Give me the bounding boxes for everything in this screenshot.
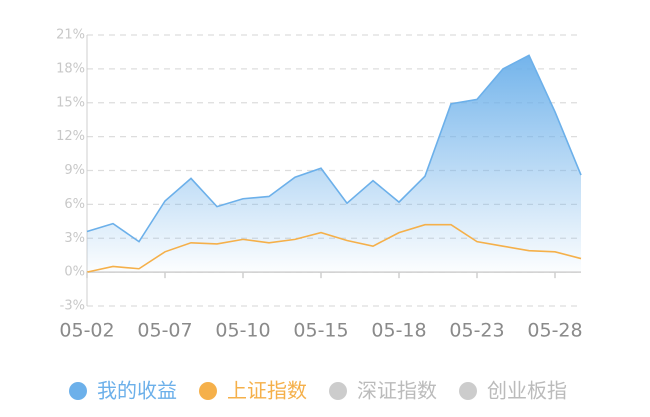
legend-marker — [459, 382, 477, 400]
x-tick-label: 05-18 — [371, 320, 426, 342]
x-tick-label: 05-23 — [449, 320, 504, 342]
legend-label: 我的收益 — [97, 379, 177, 403]
legend-marker — [69, 382, 87, 400]
x-tick-label: 05-07 — [137, 320, 192, 342]
legend-marker — [329, 382, 347, 400]
legend-label: 深证指数 — [357, 379, 437, 403]
legend-marker — [199, 382, 217, 400]
legend-label: 创业板指 — [487, 379, 567, 403]
y-tick-label: 15% — [56, 95, 85, 110]
y-tick-label: 3% — [64, 231, 85, 246]
area — [87, 55, 581, 273]
x-tick-label: 05-28 — [527, 320, 582, 342]
y-tick-label: -3% — [60, 299, 85, 314]
y-tick-label: 18% — [56, 61, 85, 76]
y-tick-label: 0% — [64, 265, 85, 280]
x-tick-label: 05-02 — [59, 320, 114, 342]
y-tick-label: 9% — [64, 163, 85, 178]
y-tick-label: 21% — [56, 28, 85, 43]
x-tick-label: 05-15 — [293, 320, 348, 342]
legend-label: 上证指数 — [227, 379, 307, 403]
series-line — [86, 223, 582, 273]
x-tick-label: 05-10 — [215, 320, 270, 342]
y-tick-label: 12% — [56, 129, 85, 144]
series-line — [86, 54, 582, 243]
y-tick-label: 6% — [64, 197, 85, 212]
